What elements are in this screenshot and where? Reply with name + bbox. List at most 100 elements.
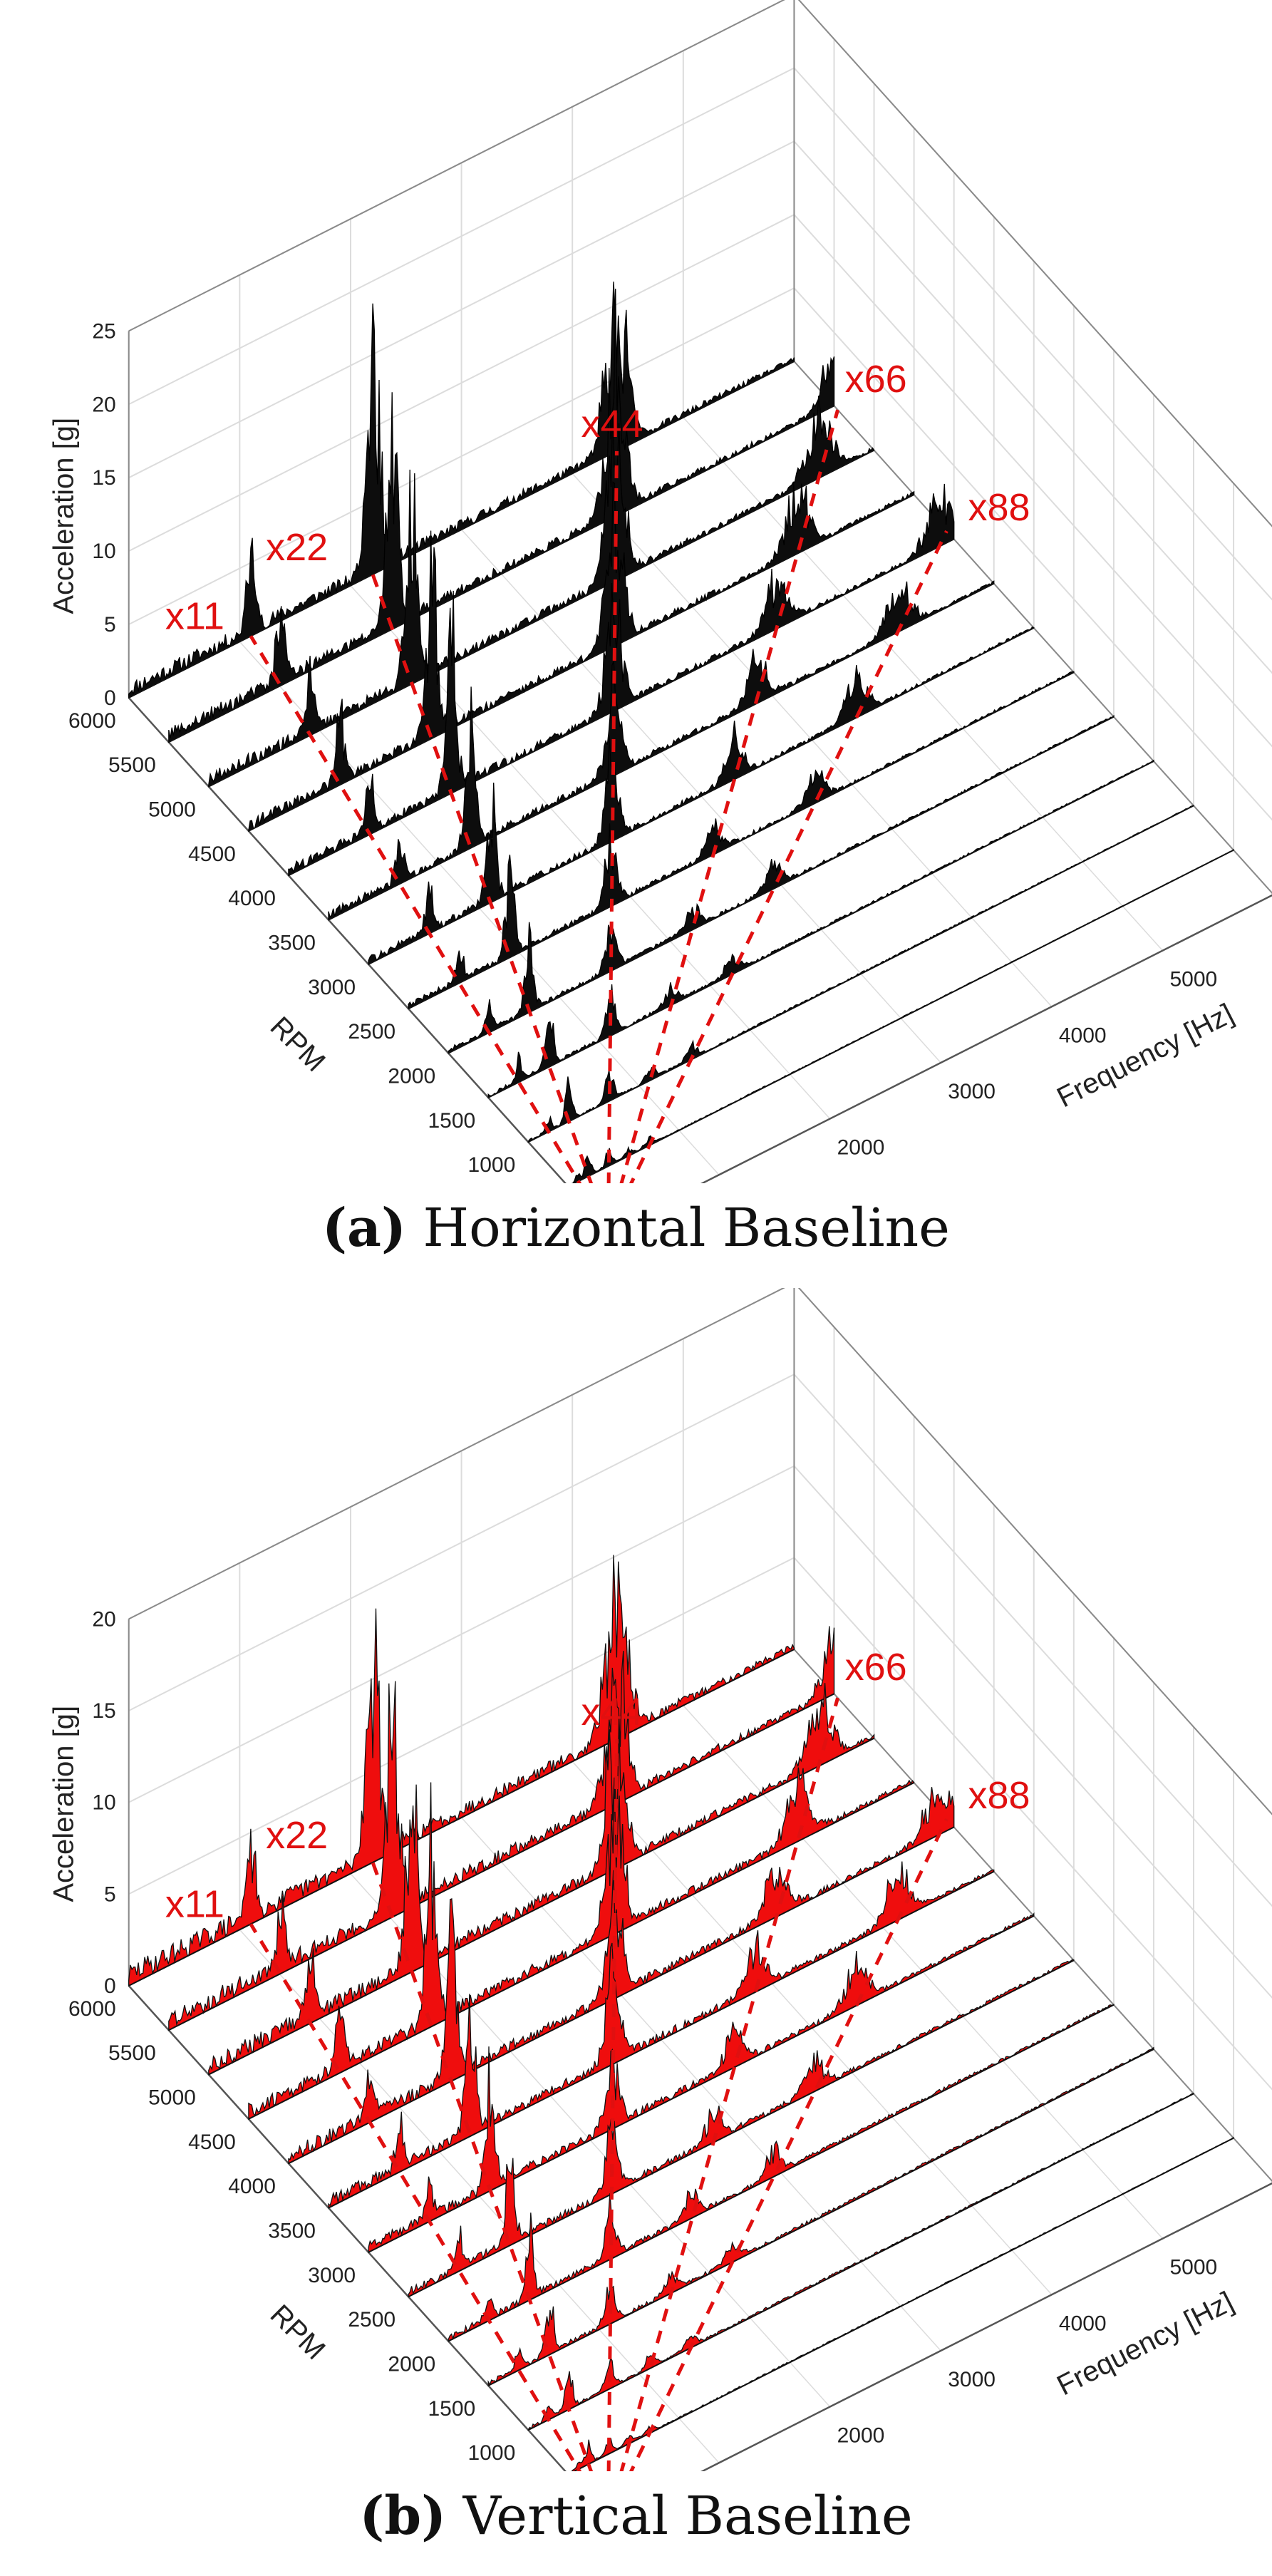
slice-baseline [487,2049,1154,2386]
slice-baseline [168,1693,834,2031]
x-tick-label: 5000 [1170,2256,1218,2279]
grid-line-z-side [793,67,1272,601]
slice-baseline [248,494,915,832]
order-line-x11 [249,635,582,1183]
slice-spectrum-area [128,282,795,699]
z-tick-label: 15 [92,1699,115,1723]
grid-line-z-side [793,1374,1272,1907]
slice-baseline [368,627,1035,965]
x-tick-label: 3000 [948,1080,996,1103]
y-tick-label: 2000 [388,2353,435,2376]
y-tick-label: 2500 [348,1020,395,1044]
z-tick-label: 20 [92,1607,115,1631]
order-line-x88 [629,530,948,1183]
slice-spectrum-area [208,1683,875,2076]
slice-spectrum-area [168,1626,835,2031]
y-tick-label: 3000 [308,976,356,999]
slice-spectrum-area [288,1787,955,2165]
grid-line-z-side [793,1465,1272,1999]
spectrum-slice [208,396,875,788]
waterfall-chart-vertical: x11 x22 x44 x66 x88 0 1000 2000 3000 4000 5000 6000… [48,1288,1272,2471]
order-line-x22 [371,1862,594,2471]
grid-line-z-side [793,140,1272,674]
slice-baseline [573,849,1234,1183]
y-tick-label: 1500 [428,1109,475,1133]
slice-spectrum-area [128,1555,795,1987]
y-tick-label: 2000 [388,1065,435,1088]
order-label-x44: x44 [581,403,643,445]
slice-baseline [288,1826,955,2165]
x-tick-label: 2000 [837,2424,885,2448]
y-tick-label: 1000 [468,2441,516,2465]
slice-baseline [408,671,1075,1010]
slice-spectrum-area [248,1767,915,2120]
order-line-x22 [371,574,594,1183]
grid-line-z-back [128,67,795,406]
z-tick-label: 20 [92,393,115,416]
x-tick-label: 4000 [1059,2312,1107,2335]
frequency-axis-line [700,894,1272,1183]
order-line-x66 [619,1697,840,2471]
z-tick-label: 5 [104,613,116,637]
slice-baseline [128,361,795,699]
spectrum-slice [248,1767,915,2120]
z-tick-label: 25 [92,319,115,343]
slice-baseline [208,449,875,788]
order-line-x11 [249,1923,582,2471]
order-label-x11: x11 [165,1882,224,1925]
rpm-axis-label: RPM [264,1011,331,1078]
y-tick-label: 4000 [228,2175,276,2198]
order-label-x66: x66 [845,1646,907,1689]
caption-tag: (b) [359,2485,447,2547]
spectrum-slice [248,481,915,832]
slice-baseline [448,2004,1115,2342]
grid-line-z-back [128,1374,795,1711]
spectrum-slice [208,1683,875,2076]
order-label-x11: x11 [165,594,224,637]
order-label-x22: x22 [266,1814,328,1857]
grid-line-z-back [128,287,795,625]
slice-baseline [408,1959,1075,2298]
slice-baseline [527,2093,1194,2431]
axis-frame-edge [128,0,785,332]
z-tick-label: 0 [104,686,116,710]
frequency-axis-line [700,2182,1272,2471]
slice-baseline [573,2137,1234,2471]
x-tick-label: 4000 [1059,1024,1107,1047]
grid-line-z-side [793,287,1272,821]
grid-line-z-side [797,0,1272,527]
slice-baseline [448,716,1115,1054]
x-tick-label: 3000 [948,2368,996,2391]
z-tick-label: 5 [104,1882,116,1906]
y-tick-label: 3000 [308,2264,356,2287]
acceleration-axis-label: Acceleration [g] [48,418,80,614]
slice-baseline [328,1870,995,2209]
order-label-x22: x22 [266,526,328,569]
y-tick-label: 4500 [188,2131,236,2154]
axis-frame-edge [128,1288,785,1620]
y-tick-label: 3500 [268,932,316,955]
y-tick-label: 1000 [468,1153,516,1177]
waterfall-chart-horizontal: x11 x22 x44 x66 x88 0 1000 2000 3000 4000 5000 6000… [48,0,1272,1183]
spectrum-slice [288,1787,955,2165]
slice-spectrum-area [571,2136,1234,2471]
slice-baseline [527,805,1194,1143]
caption-text: Horizontal Baseline [423,1197,950,1259]
slice-spectrum-area [248,481,915,832]
frequency-axis-label: Frequency [Hz] [1052,998,1239,1113]
spectrum-slice [328,1861,995,2209]
z-tick-label: 15 [92,466,115,490]
frequency-axis-label: Frequency [Hz] [1052,2286,1239,2401]
order-label-x88: x88 [968,486,1030,529]
slice-spectrum-area [328,1861,995,2209]
slice-baseline [168,405,834,743]
slice-spectrum-area [208,396,875,788]
order-line-x44 [606,1738,619,2471]
axis-frame-edge [797,0,1272,527]
panel-horizontal-baseline: x11 x22 x44 x66 x88 0 1000 2000 3000 4000 5000 6000… [0,0,1272,1259]
axis-frame-edge [797,1288,1272,1815]
slice-baseline [368,1915,1035,2253]
y-tick-label: 3500 [268,2220,316,2243]
order-label-x44: x44 [581,1691,643,1733]
caption-horizontal: (a) Horizontal Baseline [0,1197,1272,1259]
